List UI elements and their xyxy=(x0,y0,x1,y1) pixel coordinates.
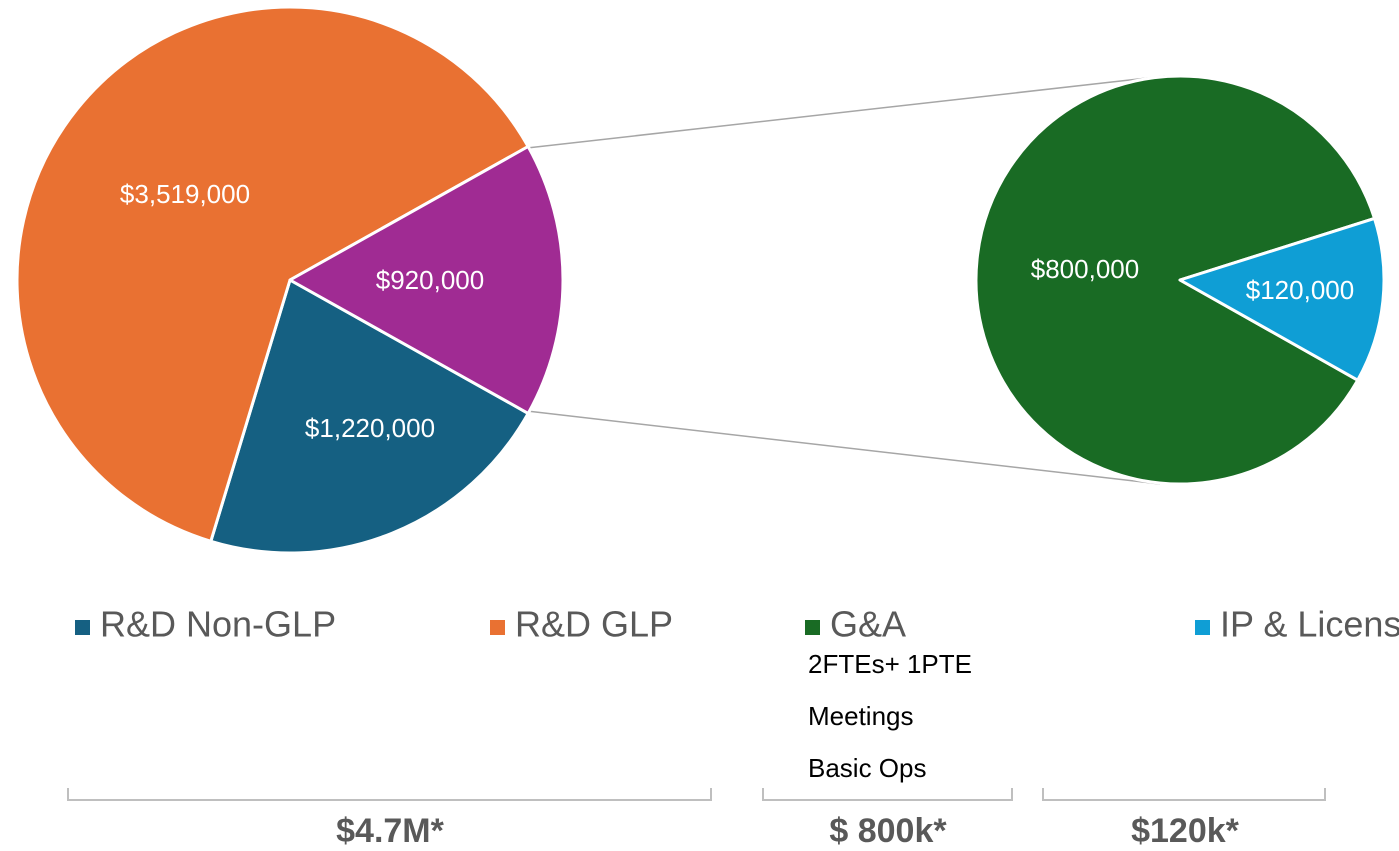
note: 2FTEs+ 1PTE xyxy=(808,649,972,679)
bracket-label: $4.7M* xyxy=(336,812,444,850)
legend-label: G&A xyxy=(830,604,906,645)
connector-line xyxy=(526,410,1161,485)
pie-slice xyxy=(1178,216,1386,382)
legend-swatch xyxy=(1195,620,1210,635)
legend-label: R&D Non-GLP xyxy=(100,604,336,645)
pie-slice xyxy=(288,144,565,415)
bracket-label: $120k* xyxy=(1131,812,1240,850)
connector-line xyxy=(526,75,1166,149)
legend-swatch xyxy=(490,620,505,635)
note: Basic Ops xyxy=(808,753,927,783)
value-label: $1,220,000 xyxy=(305,413,435,443)
legend-swatch xyxy=(805,620,820,635)
legend-swatch xyxy=(75,620,90,635)
bracket xyxy=(1042,788,1326,801)
bracket xyxy=(67,788,712,801)
value-label: $120,000 xyxy=(1246,275,1354,305)
value-label: $800,000 xyxy=(1031,254,1139,284)
pie-slice xyxy=(209,278,530,555)
legend-label: R&D GLP xyxy=(515,604,673,645)
value-label: $3,519,000 xyxy=(120,179,250,209)
legend-label: IP & Licensing xyxy=(1220,604,1399,645)
pie-slice xyxy=(974,74,1376,486)
value-label: $920,000 xyxy=(376,265,484,295)
pie-slice xyxy=(15,5,530,543)
note: Meetings xyxy=(808,701,914,731)
bracket-label: $ 800k* xyxy=(829,812,947,850)
bracket xyxy=(762,788,1013,801)
